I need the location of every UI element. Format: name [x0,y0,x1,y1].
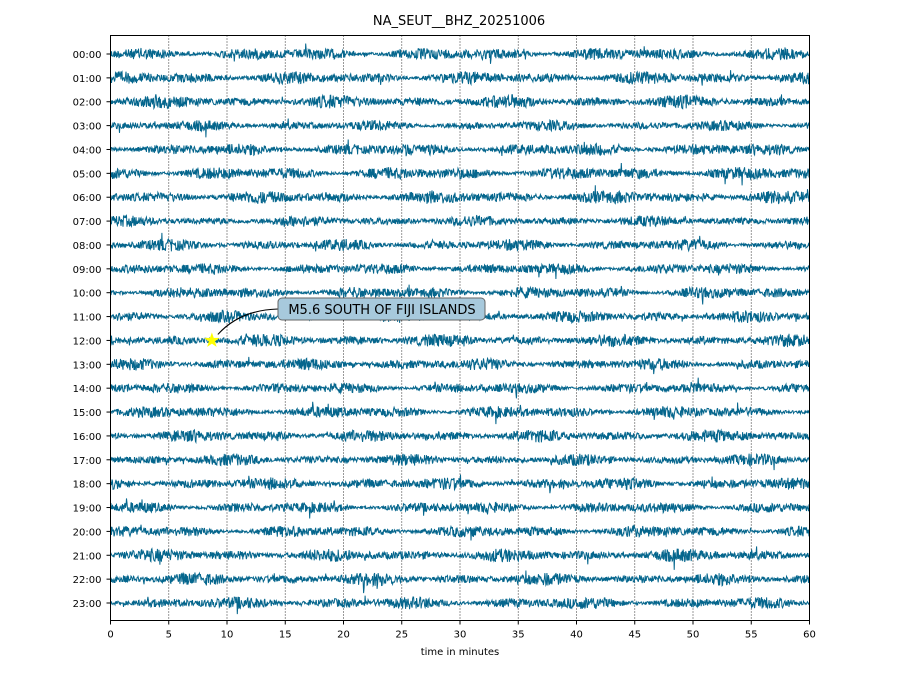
y-axis: 00:00 01:00 02:00 03:00 04:00 05:00 06:00 07:00… [73,50,111,610]
annotation-text: M5.6 SOUTH OF FIJI ISLANDS [288,303,475,318]
y-tick-label: 10:00 [73,289,102,300]
x-tick-label: 60 [803,630,816,641]
y-tick-label: 08:00 [73,241,102,252]
x-tick-label: 25 [395,630,408,641]
y-tick-label: 14:00 [73,384,102,395]
trace-row-17:00 [110,452,810,471]
x-axis: 0 5 10 15 20 25 30 35 40 45 50 55 60 [107,620,816,641]
y-tick-label: 21:00 [73,551,102,562]
y-tick-label: 00:00 [73,50,102,61]
y-tick-label: 15:00 [73,408,102,419]
trace-row-07:00 [110,213,810,228]
trace-row-04:00 [110,139,810,157]
y-tick-label: 06:00 [73,193,102,204]
y-tick-label: 19:00 [73,504,102,515]
y-tick-label: 03:00 [73,122,102,133]
y-tick-label: 11:00 [73,313,102,324]
trace-row-20:00 [110,524,810,541]
trace-row-09:00 [110,262,810,280]
x-tick-label: 30 [454,630,467,641]
x-tick-label: 35 [512,630,525,641]
trace-row-05:00 [110,162,810,186]
y-tick-label: 13:00 [73,360,102,371]
y-tick-label: 18:00 [73,480,102,491]
trace-row-18:00 [110,474,810,494]
trace-row-01:00 [110,70,810,87]
x-axis-label: time in minutes [421,647,500,658]
x-tick-label: 50 [687,630,700,641]
trace-row-14:00 [110,377,810,399]
annotation-arrow [217,308,279,335]
trace-row-19:00 [110,498,810,519]
trace-row-21:00 [110,546,810,570]
trace-row-03:00 [110,118,810,138]
trace-row-16:00 [110,428,810,445]
trace-row-12:00 [110,333,810,348]
x-tick-label: 55 [745,630,758,641]
y-tick-label: 04:00 [73,145,102,156]
x-tick-label: 0 [107,630,113,641]
x-tick-label: 45 [628,630,641,641]
trace-row-10:00 [110,284,810,305]
traces [110,43,810,615]
event-annotation: M5.6 SOUTH OF FIJI ISLANDS [204,297,486,347]
trace-row-02:00 [110,93,810,111]
y-tick-label: 20:00 [73,527,102,538]
x-tick-label: 15 [279,630,292,641]
y-tick-label: 12:00 [73,336,102,347]
annotation-box [277,297,486,321]
y-tick-label: 09:00 [73,265,102,276]
y-tick-label: 07:00 [73,217,102,228]
trace-row-22:00 [110,570,810,594]
trace-row-15:00 [110,401,810,425]
x-tick-label: 10 [221,630,234,641]
trace-row-08:00 [110,232,810,253]
y-tick-label: 23:00 [73,599,102,610]
trace-row-23:00 [110,595,810,615]
trace-row-06:00 [110,185,810,205]
y-tick-label: 02:00 [73,98,102,109]
trace-row-13:00 [110,356,810,375]
y-tick-label: 01:00 [73,74,102,85]
y-tick-label: 16:00 [73,432,102,443]
y-tick-label: 05:00 [73,169,102,180]
y-tick-label: 17:00 [73,456,102,467]
chart-title: NA_SEUT__BHZ_20251006 [373,14,545,29]
x-tick-label: 5 [166,630,172,641]
y-tick-label: 22:00 [73,575,102,586]
event-star-marker [204,332,220,347]
trace-row-00:00 [110,43,810,64]
x-tick-label: 20 [337,630,350,641]
x-tick-label: 40 [570,630,583,641]
